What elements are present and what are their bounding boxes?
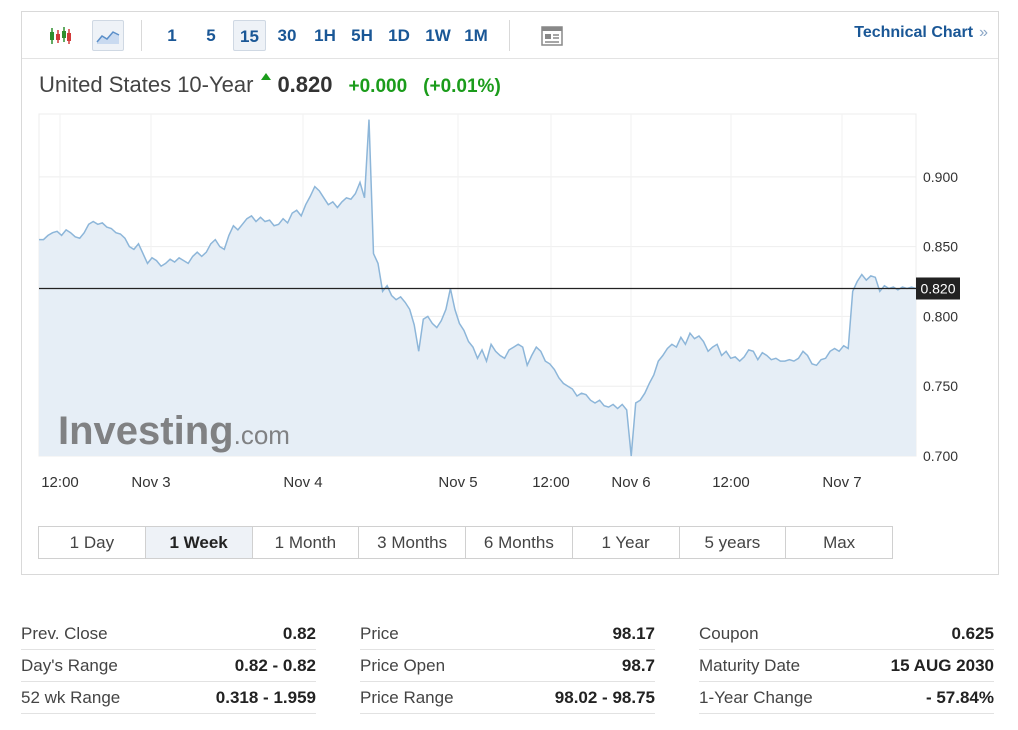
range-tab[interactable]: 1 Year xyxy=(572,527,680,558)
range-tab[interactable]: 1 Week xyxy=(145,527,253,558)
interval-button[interactable]: 1D xyxy=(388,26,410,45)
price-change: +0.000 xyxy=(348,76,408,97)
stat-row: 1-Year Change - 57.84% xyxy=(699,682,994,714)
stat-value: 0.82 xyxy=(282,623,316,643)
instrument-name: United States 10-Year xyxy=(39,72,254,97)
last-value-label: 0.820 xyxy=(920,280,955,296)
chart-toolbar: 1 5 15 30 1H 5H 1D 1W 1M Technical Chart » xyxy=(22,12,998,59)
interval-button[interactable]: 1 xyxy=(167,26,177,45)
x-tick-label: Nov 6 xyxy=(611,474,650,491)
chevron-right-icon: » xyxy=(979,24,988,41)
stat-value: 15 AUG 2030 xyxy=(890,655,994,675)
x-tick-label: 12:00 xyxy=(712,474,750,491)
stat-label: Day's Range xyxy=(21,655,118,675)
stat-label: Maturity Date xyxy=(699,655,801,675)
y-tick-label: 0.800 xyxy=(923,308,958,324)
y-tick-label: 0.900 xyxy=(923,169,958,185)
stat-value: 0.82 - 0.82 xyxy=(234,655,316,675)
stat-row: Maturity Date 15 AUG 2030 xyxy=(699,650,994,682)
range-tab[interactable]: Max xyxy=(786,527,892,558)
stat-row: Coupon 0.625 xyxy=(699,618,994,650)
x-tick-label: Nov 4 xyxy=(283,474,322,491)
interval-button[interactable]: 15 xyxy=(233,20,266,51)
technical-chart-label: Technical Chart xyxy=(854,24,974,41)
y-tick-label: 0.850 xyxy=(923,239,958,255)
toolbar-divider xyxy=(509,20,510,51)
stat-label: Price Range xyxy=(360,687,454,707)
stat-label: Coupon xyxy=(699,623,759,643)
toolbar-divider xyxy=(141,20,142,51)
watermark-logo-suffix: .com xyxy=(234,420,290,450)
stat-label: Price Open xyxy=(360,655,446,675)
price-chart[interactable]: 0.900 0.850 0.800 0.750 0.700 12:00 Nov 3 Nov 4… xyxy=(22,12,998,522)
stat-value: 98.02 - 98.75 xyxy=(554,687,655,707)
range-tab[interactable]: 3 Months xyxy=(359,527,466,558)
instrument-price: 0.820 xyxy=(277,72,333,97)
stat-label: Prev. Close xyxy=(21,623,108,643)
stat-value: 0.625 xyxy=(951,623,994,643)
x-tick-label: Nov 5 xyxy=(438,474,477,491)
stats-column-3: Coupon 0.625 Maturity Date 15 AUG 2030 1-Yea… xyxy=(699,618,994,714)
range-tab[interactable]: 5 years xyxy=(679,527,787,558)
interval-button[interactable]: 1W xyxy=(425,26,451,45)
series-line xyxy=(39,119,917,457)
stat-row: Prev. Close 0.82 xyxy=(21,618,316,650)
interval-button[interactable]: 5 xyxy=(206,26,216,45)
time-range-selector: 1 Day 1 Week 1 Month 3 Months 6 Months 1 Year… xyxy=(38,526,893,559)
interval-button[interactable]: 1H xyxy=(314,26,336,45)
x-tick-label: 12:00 xyxy=(41,474,79,491)
stat-label: Price xyxy=(360,623,399,643)
stats-column-1: Prev. Close 0.82 Day's Range 0.82 - 0.82 52 … xyxy=(21,618,316,714)
y-tick-label: 0.700 xyxy=(923,448,958,464)
instrument-header: United States 10-Year 0.820 +0.000 (+0.0… xyxy=(39,72,501,102)
range-tab[interactable]: 1 Day xyxy=(39,527,146,558)
up-arrow-icon xyxy=(261,73,272,80)
range-tab[interactable]: 6 Months xyxy=(466,527,573,558)
series-area xyxy=(39,119,916,456)
area-chart-icon[interactable] xyxy=(92,20,124,51)
news-icon[interactable] xyxy=(536,20,568,51)
technical-chart-link[interactable]: Technical Chart » xyxy=(854,24,988,42)
interval-button[interactable]: 30 xyxy=(277,26,297,45)
chart-widget: 1 5 15 30 1H 5H 1D 1W 1M Technical Chart » Unite… xyxy=(21,11,999,575)
x-tick-label: Nov 7 xyxy=(822,474,861,491)
stat-row: 52 wk Range 0.318 - 1.959 xyxy=(21,682,316,714)
stat-label: 52 wk Range xyxy=(21,687,121,707)
stat-value: 0.318 - 1.959 xyxy=(215,687,316,707)
stat-row: Day's Range 0.82 - 0.82 xyxy=(21,650,316,682)
range-tab[interactable]: 1 Month xyxy=(252,527,360,558)
watermark-logo-word: Investing xyxy=(58,409,234,453)
interval-button[interactable]: 5H xyxy=(351,26,373,45)
price-change-percent: (+0.01%) xyxy=(423,76,501,97)
stat-value: 98.17 xyxy=(612,623,655,643)
stat-label: 1-Year Change xyxy=(699,687,813,707)
stat-value: 98.7 xyxy=(621,655,655,675)
watermark-logo: Investing.com xyxy=(58,409,290,453)
last-value-marker xyxy=(916,277,960,300)
x-tick-label: Nov 3 xyxy=(131,474,170,491)
stat-row: Price 98.17 xyxy=(360,618,655,650)
stats-column-2: Price 98.17 Price Open 98.7 Price Range 98.02… xyxy=(360,618,655,714)
y-tick-label: 0.750 xyxy=(923,378,958,394)
interval-button[interactable]: 1M xyxy=(464,26,488,45)
x-tick-label: 12:00 xyxy=(532,474,570,491)
stat-row: Price Range 98.02 - 98.75 xyxy=(360,682,655,714)
stat-row: Price Open 98.7 xyxy=(360,650,655,682)
candlestick-icon[interactable] xyxy=(44,20,76,51)
stat-value: - 57.84% xyxy=(925,687,994,707)
